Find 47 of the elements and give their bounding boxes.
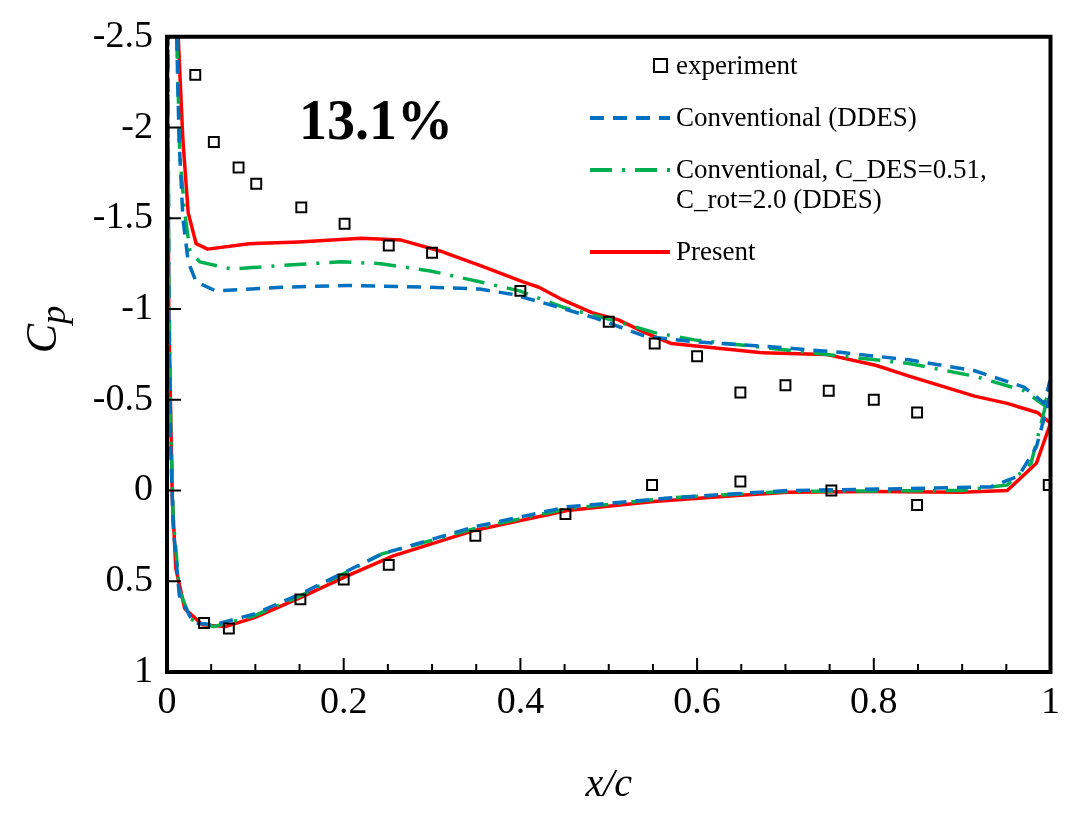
x-tick-label: 0.8 bbox=[850, 678, 898, 721]
point bbox=[198, 617, 211, 629]
point bbox=[691, 350, 704, 363]
y-tick-label: 0 bbox=[134, 466, 153, 509]
point bbox=[382, 558, 395, 571]
point bbox=[382, 239, 395, 252]
point bbox=[222, 622, 235, 635]
legend-label: Conventional (DDES) bbox=[676, 102, 917, 132]
legend-label: Conventional, C_DES=0.51, C_rot=2.0 (DDES) bbox=[676, 154, 988, 214]
point bbox=[469, 529, 482, 542]
point bbox=[189, 68, 202, 81]
point bbox=[734, 475, 747, 488]
y-tick-label: -2 bbox=[121, 103, 153, 146]
point bbox=[825, 484, 838, 497]
y-tick-label: -1.5 bbox=[92, 194, 153, 237]
point bbox=[822, 384, 835, 397]
y-tick-label: -2.5 bbox=[92, 12, 153, 55]
point bbox=[338, 217, 351, 230]
point bbox=[734, 386, 747, 399]
x-axis-title: x/c bbox=[584, 759, 633, 805]
point bbox=[559, 508, 572, 521]
point bbox=[207, 136, 220, 149]
point bbox=[514, 284, 527, 297]
point bbox=[294, 593, 307, 606]
legend-label: Present bbox=[676, 236, 756, 266]
annotation: 13.1% bbox=[299, 88, 453, 151]
point bbox=[232, 161, 245, 174]
x-tick-label: 0.6 bbox=[673, 678, 721, 721]
point bbox=[648, 337, 661, 350]
legend-label: experiment bbox=[676, 50, 798, 80]
point bbox=[911, 499, 924, 511]
point bbox=[646, 479, 658, 492]
x-tick-label: 0.2 bbox=[319, 678, 368, 721]
x-tick-label: 0.4 bbox=[496, 678, 545, 721]
y-tick-label: 0.5 bbox=[105, 557, 153, 600]
point bbox=[602, 315, 615, 328]
point bbox=[250, 177, 263, 190]
y-tick-label: -1 bbox=[121, 285, 153, 328]
point bbox=[779, 379, 792, 392]
y-tick-label: -0.5 bbox=[92, 375, 153, 418]
point bbox=[337, 573, 350, 586]
point bbox=[295, 201, 308, 214]
point bbox=[426, 246, 438, 259]
point bbox=[867, 393, 880, 406]
point bbox=[911, 406, 924, 419]
x-tick-label: 1 bbox=[1041, 678, 1060, 721]
y-tick-label: 1 bbox=[134, 647, 153, 690]
